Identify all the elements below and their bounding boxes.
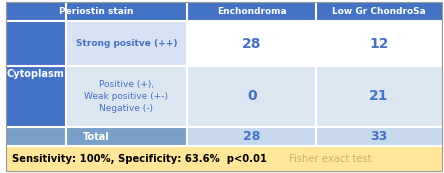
Bar <box>66 2 187 21</box>
Bar <box>6 146 442 171</box>
Text: Total: Total <box>83 131 110 142</box>
Text: Strong positve (++): Strong positve (++) <box>75 39 177 48</box>
Bar <box>6 127 187 146</box>
Text: 33: 33 <box>370 130 388 143</box>
Text: Fisher exact test: Fisher exact test <box>289 153 372 163</box>
Bar <box>187 127 316 146</box>
Text: 21: 21 <box>369 89 389 103</box>
Bar <box>187 66 316 127</box>
Bar <box>187 2 316 21</box>
Text: Positive (+),: Positive (+), <box>99 80 154 89</box>
Text: Low Gr ChondroSa: Low Gr ChondroSa <box>332 7 426 16</box>
Text: Periostin stain: Periostin stain <box>59 7 134 16</box>
Text: Weak positive (+-): Weak positive (+-) <box>84 92 168 101</box>
Bar <box>187 21 316 66</box>
Text: 28: 28 <box>243 130 261 143</box>
Bar <box>66 21 187 66</box>
Text: Cytoplasm: Cytoplasm <box>7 69 65 79</box>
Text: 28: 28 <box>242 37 262 51</box>
Text: 12: 12 <box>369 37 389 51</box>
Text: 0: 0 <box>247 89 257 103</box>
Bar <box>316 66 442 127</box>
Bar <box>6 2 66 21</box>
Bar <box>6 21 66 66</box>
Text: Enchondroma: Enchondroma <box>217 7 286 16</box>
Bar <box>6 66 66 127</box>
Bar <box>316 21 442 66</box>
Bar <box>66 66 187 127</box>
Text: Negative (-): Negative (-) <box>99 104 154 113</box>
Bar <box>316 127 442 146</box>
Text: Sensitivity: 100%, Specificity: 63.6%  p<0.01: Sensitivity: 100%, Specificity: 63.6% p<… <box>12 153 267 163</box>
Bar <box>316 2 442 21</box>
